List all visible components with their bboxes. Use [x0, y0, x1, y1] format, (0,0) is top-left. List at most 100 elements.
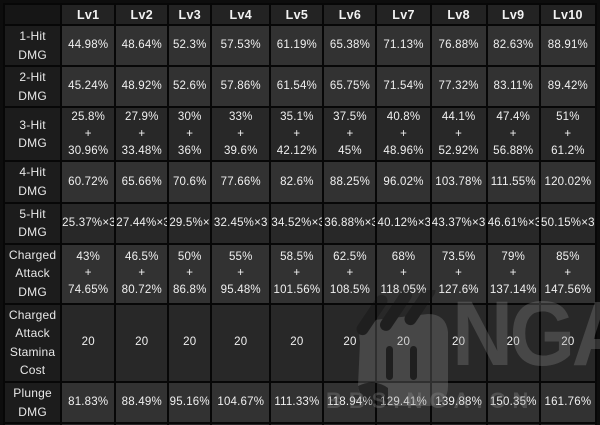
- row-label: 4-Hit DMG: [2, 160, 63, 204]
- value-cell: 46.5% + 80.72%: [114, 242, 170, 305]
- row-label: 5-Hit DMG: [2, 201, 63, 245]
- table-row: 5-Hit DMG25.37%×327.44%×329.5%×332.45%×3…: [2, 201, 598, 245]
- value-cell: 129.41%: [375, 380, 432, 425]
- value-cell: 43% + 74.65%: [60, 242, 117, 305]
- value-cell: 85% + 147.56%: [538, 242, 598, 305]
- column-header-lv3: Lv3: [167, 3, 213, 26]
- value-cell: 45.24%: [60, 65, 117, 109]
- value-cell: 82.6%: [269, 160, 325, 204]
- value-cell: 82.63%: [485, 23, 541, 68]
- row-label: Plunge DMG: [2, 380, 63, 425]
- value-cell: 150.35%: [485, 380, 541, 425]
- value-cell: 20: [375, 302, 432, 383]
- value-cell: 95.16%: [167, 380, 213, 425]
- value-cell: 89.42%: [538, 65, 598, 109]
- value-cell: 88.25%: [322, 160, 378, 204]
- value-cell: 71.54%: [375, 65, 432, 109]
- column-header-lv5: Lv5: [269, 3, 325, 26]
- value-cell: 50.15%×3: [538, 201, 598, 245]
- value-cell: 258.77% / 323.21%: [375, 422, 432, 425]
- table-row: Low/High Plunge DMG163.63% / 204.39%176.…: [2, 422, 598, 425]
- value-cell: 70.6%: [167, 160, 213, 204]
- value-cell: 163.63% / 204.39%: [60, 422, 117, 425]
- value-cell: 27.44%×3: [114, 201, 170, 245]
- value-cell: 83.11%: [485, 65, 541, 109]
- value-cell: 48.64%: [114, 23, 170, 68]
- value-cell: 20: [60, 302, 117, 383]
- value-cell: 43.37%×3: [429, 201, 488, 245]
- value-cell: 61.19%: [269, 23, 325, 68]
- value-cell: 61.54%: [269, 65, 325, 109]
- value-cell: 44.98%: [60, 23, 117, 68]
- table-row: 2-Hit DMG 45.24% 48.92% 52.6% 57.86% 61.54% 65…: [2, 65, 598, 109]
- value-cell: 68% + 118.05%: [375, 242, 432, 305]
- value-cell: 20: [322, 302, 378, 383]
- column-header-lv8: Lv8: [429, 3, 488, 26]
- value-cell: 29.5%×3: [167, 201, 213, 245]
- value-cell: 25.8% + 30.96%: [60, 106, 117, 163]
- row-label: Charged Attack Stamina Cost: [2, 302, 63, 383]
- row-label: Low/High Plunge DMG: [2, 422, 63, 425]
- column-header-lv2: Lv2: [114, 3, 170, 26]
- value-cell: 76.88%: [429, 23, 488, 68]
- corner-cell: [2, 3, 63, 26]
- table-row: 3-Hit DMG 25.8% + 30.96% 27.9% + 33.48% 30%…: [2, 106, 598, 163]
- table-row: Charged Attack DMG 43% + 74.65% 46.5% + 80…: [2, 242, 598, 305]
- value-cell: 73.5% + 127.6%: [429, 242, 488, 305]
- value-cell: 32.45%×3: [210, 201, 272, 245]
- value-cell: 103.78%: [429, 160, 488, 204]
- value-cell: 57.53%: [210, 23, 272, 68]
- value-cell: 52.6%: [167, 65, 213, 109]
- value-cell: 51% + 61.2%: [538, 106, 598, 163]
- value-cell: 104.67%: [210, 380, 272, 425]
- value-cell: 47.4% + 56.88%: [485, 106, 541, 163]
- value-cell: 139.88%: [429, 380, 488, 425]
- value-cell: 65.66%: [114, 160, 170, 204]
- value-cell: 58.5% + 101.56%: [269, 242, 325, 305]
- value-cell: 34.52%×3: [269, 201, 325, 245]
- value-cell: 88.49%: [114, 380, 170, 425]
- value-cell: 57.86%: [210, 65, 272, 109]
- column-header-lv6: Lv6: [322, 3, 378, 26]
- value-cell: 35.1% + 42.12%: [269, 106, 325, 163]
- value-cell: 222.62% / 278.06%: [269, 422, 325, 425]
- value-cell: 52.3%: [167, 23, 213, 68]
- value-cell: 27.9% + 33.48%: [114, 106, 170, 163]
- value-cell: 88.91%: [538, 23, 598, 68]
- value-cell: 77.66%: [210, 160, 272, 204]
- value-cell: 111.33%: [269, 380, 325, 425]
- value-cell: 65.75%: [322, 65, 378, 109]
- column-header-lv10: Lv10: [538, 3, 598, 26]
- value-cell: 37.5% + 45%: [322, 106, 378, 163]
- value-cell: 96.02%: [375, 160, 432, 204]
- value-cell: 62.5% + 108.5%: [322, 242, 378, 305]
- table-row: Plunge DMG 81.83% 88.49% 95.16% 104.67% 111.3…: [2, 380, 598, 425]
- row-label: Charged Attack DMG: [2, 242, 63, 305]
- value-cell: 30% + 36%: [167, 106, 213, 163]
- value-cell: 33% + 39.6%: [210, 106, 272, 163]
- value-cell: 209.3% / 261.42%: [210, 422, 272, 425]
- value-cell: 20: [167, 302, 213, 383]
- value-cell: 65.38%: [322, 23, 378, 68]
- value-cell: 44.1% + 52.92%: [429, 106, 488, 163]
- value-cell: 60.72%: [60, 160, 117, 204]
- value-cell: 55% + 95.48%: [210, 242, 272, 305]
- column-header-lv1: Lv1: [60, 3, 117, 26]
- table-row: 4-Hit DMG 60.72% 65.66% 70.6% 77.66% 82.6% 88.…: [2, 160, 598, 204]
- value-cell: 46.61%×3: [485, 201, 541, 245]
- value-cell: 36.88%×3: [322, 201, 378, 245]
- value-cell: 300.63% / 375.5%: [485, 422, 541, 425]
- value-cell: 40.12%×3: [375, 201, 432, 245]
- table-row: 1-Hit DMG 44.98% 48.64% 52.3% 57.53% 61.19% 65…: [2, 23, 598, 68]
- value-cell: 71.13%: [375, 23, 432, 68]
- value-cell: 20: [269, 302, 325, 383]
- value-cell: 111.55%: [485, 160, 541, 204]
- value-cell: 279.7% / 349.36%: [429, 422, 488, 425]
- value-cell: 25.37%×3: [60, 201, 117, 245]
- column-header-lv4: Lv4: [210, 3, 272, 26]
- header-row: Lv1 Lv2 Lv3 Lv4 Lv5 Lv6 Lv7 Lv8 Lv9 Lv10: [2, 3, 598, 26]
- table-row: Charged Attack Stamina Cost 20 20 20 20 20 20 2…: [2, 302, 598, 383]
- value-cell: 79% + 137.14%: [485, 242, 541, 305]
- value-cell: 161.76%: [538, 380, 598, 425]
